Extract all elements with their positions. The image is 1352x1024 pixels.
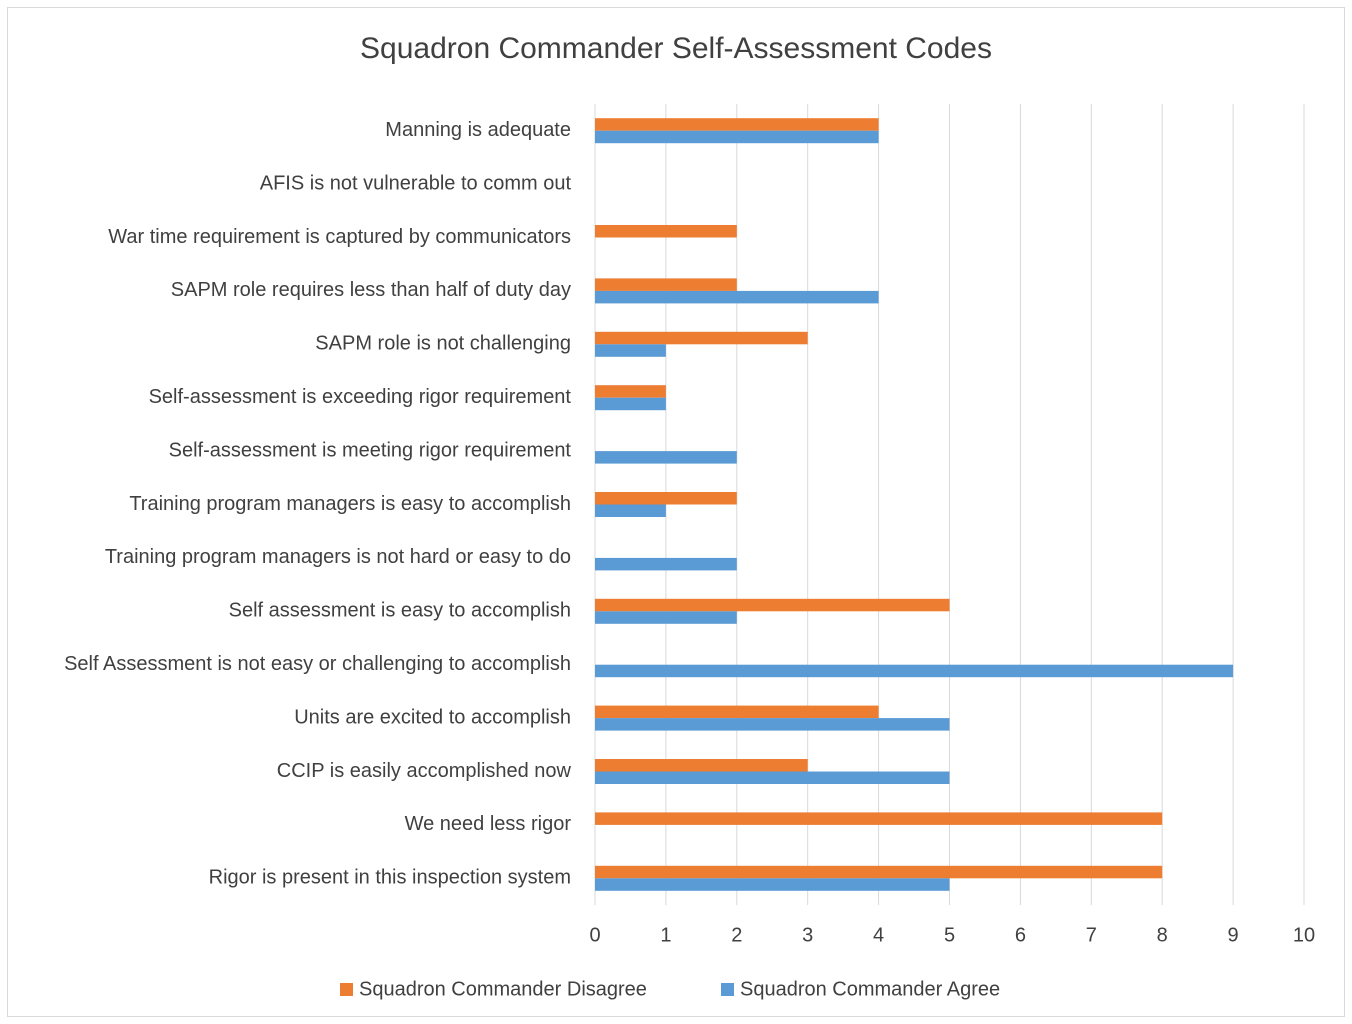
bar: [595, 705, 879, 719]
bar: [595, 344, 666, 357]
bar: [595, 598, 950, 612]
y-tick-label: Units are excited to accomplish: [294, 706, 571, 728]
x-tick-label: 2: [731, 924, 742, 946]
bar: [595, 118, 879, 131]
bar: [595, 504, 666, 517]
bar: [595, 130, 879, 144]
bar: [595, 557, 737, 571]
x-tick-label: 5: [944, 924, 955, 946]
y-tick-label: Training program managers is easy to acc…: [129, 493, 571, 515]
y-tick-label: AFIS is not vulnerable to comm out: [260, 172, 572, 194]
bar: [595, 611, 737, 624]
bar: [595, 278, 737, 291]
legend-label: Squadron Commander Agree: [740, 978, 1000, 1000]
y-tick-label: Self assessment is easy to accomplish: [229, 600, 571, 622]
y-tick-label: SAPM role is not challenging: [315, 333, 571, 355]
bar: [595, 812, 1163, 825]
bar: [595, 451, 737, 464]
bar: [595, 718, 950, 731]
y-tick-label: Training program managers is not hard or…: [105, 546, 571, 568]
x-tick-label: 0: [589, 924, 600, 946]
x-tick-label: 10: [1293, 924, 1315, 946]
bar: [595, 771, 950, 784]
y-tick-label: Rigor is present in this inspection syst…: [209, 867, 571, 889]
y-tick-label: SAPM role requires less than half of dut…: [171, 279, 571, 301]
x-tick-label: 1: [660, 924, 671, 946]
y-tick-label: Self-assessment is exceeding rigor requi…: [149, 386, 572, 408]
bar: [595, 664, 1234, 678]
legend-swatch: [340, 983, 353, 996]
y-tick-label: CCIP is easily accomplished now: [277, 760, 572, 782]
x-tick-label: 6: [1015, 924, 1026, 946]
bar: [595, 759, 808, 772]
legend-label: Squadron Commander Disagree: [359, 978, 647, 1000]
bar: [595, 225, 737, 238]
y-tick-label: War time requirement is captured by comm…: [108, 226, 571, 248]
y-tick-label: Manning is adequate: [385, 119, 571, 141]
x-tick-label: 8: [1157, 924, 1168, 946]
bar: [595, 865, 1163, 879]
y-tick-label: Self-assessment is meeting rigor require…: [169, 439, 572, 461]
chart-title: Squadron Commander Self-Assessment Codes: [360, 32, 992, 65]
y-tick-label: We need less rigor: [405, 813, 572, 835]
x-tick-label: 9: [1228, 924, 1239, 946]
bar: [595, 331, 808, 345]
x-tick-label: 7: [1086, 924, 1097, 946]
y-tick-label: Self Assessment is not easy or challengi…: [64, 653, 571, 675]
bar: [595, 397, 666, 411]
bar: [595, 290, 879, 304]
chart-border: [7, 7, 1345, 1017]
x-tick-label: 4: [873, 924, 884, 946]
bar: [595, 385, 666, 398]
legend-swatch: [721, 983, 734, 996]
bar: [595, 492, 737, 505]
bar: [595, 878, 950, 891]
x-tick-label: 3: [802, 924, 813, 946]
